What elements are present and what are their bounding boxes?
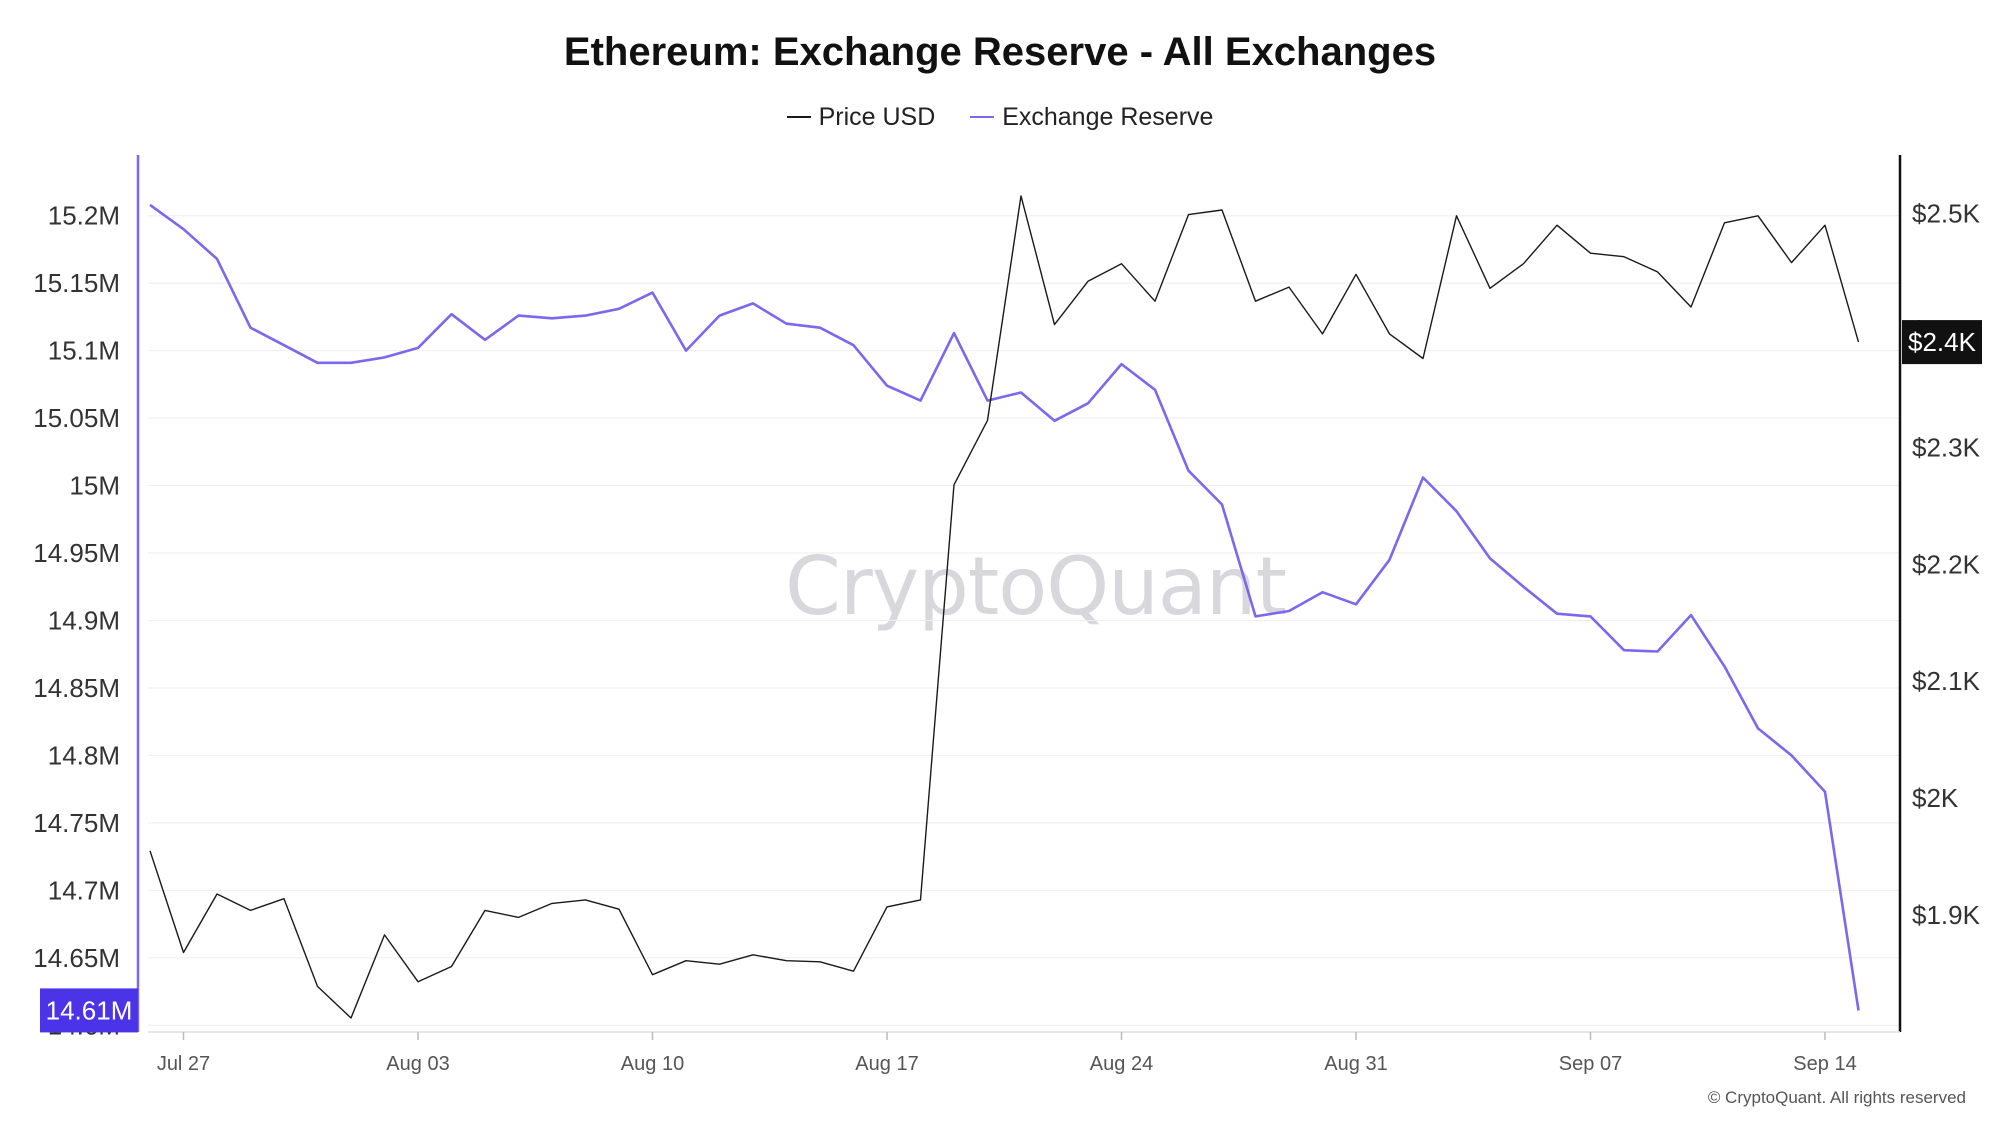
- legend: Price USD Exchange Reserve: [0, 96, 2000, 132]
- legend-swatch-price: [786, 116, 811, 118]
- current-reserve-label: 14.61M: [46, 995, 133, 1025]
- y-right-tick-label: $2.3K: [1912, 432, 1981, 462]
- y-left-tick-label: 14.7M: [48, 875, 120, 905]
- legend-swatch-reserve: [970, 116, 995, 118]
- y-left-tick-label: 15.05M: [33, 403, 120, 433]
- x-tick-label: Sep 14: [1793, 1053, 1856, 1075]
- y-right-tick-label: $2.1K: [1912, 666, 1981, 696]
- y-left-tick-label: 14.95M: [33, 538, 120, 568]
- x-tick-label: Jul 27: [157, 1053, 210, 1075]
- y-left-tick-label: 15.15M: [33, 268, 120, 298]
- current-price-badge: [1902, 320, 1982, 365]
- y-right-tick-label: $2.2K: [1912, 549, 1981, 579]
- y-left-tick-label: 14.85M: [33, 673, 120, 703]
- y-right-tick-label: $2K: [1912, 783, 1959, 813]
- current-reserve-badge: [40, 988, 138, 1033]
- y-left-tick-label: 15.2M: [48, 201, 120, 231]
- x-tick-label: Sep 07: [1559, 1053, 1622, 1075]
- x-tick-label: Aug 31: [1324, 1053, 1387, 1075]
- series-line-price-usd: [149, 195, 1860, 1019]
- y-right-tick-label: $1.9K: [1912, 900, 1981, 930]
- y-right-tick-label: $2.5K: [1912, 198, 1981, 228]
- chart-title: Ethereum: Exchange Reserve - All Exchang…: [563, 30, 1437, 74]
- y-left-tick-label: 14.8M: [48, 740, 120, 770]
- series-line-exchange-reserve: [149, 203, 1860, 1011]
- y-left-tick-label: 14.9M: [48, 605, 120, 635]
- y-left-tick-label: 14.75M: [33, 808, 120, 838]
- watermark: CryptoQuant: [785, 540, 1287, 633]
- x-tick-label: Aug 03: [386, 1053, 449, 1075]
- y-left-tick-label: 14.65M: [33, 943, 120, 973]
- x-tick-label: Aug 24: [1090, 1053, 1153, 1075]
- y-left-tick-label: 15M: [69, 471, 120, 501]
- current-price-label: $2.4K: [1908, 327, 1977, 357]
- y-left-tick-label: 15.1M: [48, 336, 120, 366]
- legend-label-price: Price USD: [818, 102, 936, 131]
- legend-item-reserve[interactable]: Exchange Reserve: [970, 103, 1213, 132]
- legend-item-price[interactable]: Price USD: [786, 102, 936, 132]
- x-tick-label: Aug 17: [855, 1053, 918, 1075]
- copyright-notice: © CryptoQuant. All rights reserved: [1707, 1088, 1966, 1107]
- x-tick-label: Aug 10: [621, 1053, 684, 1075]
- legend-label-reserve: Exchange Reserve: [1002, 102, 1214, 131]
